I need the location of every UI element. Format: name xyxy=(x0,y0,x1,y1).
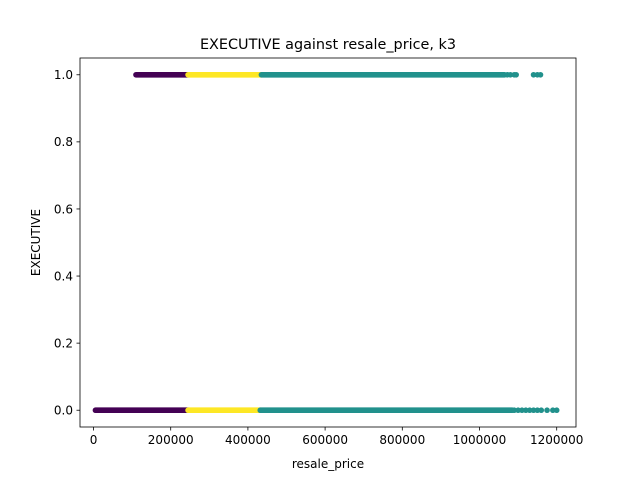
x-axis: 0 200000 400000 600000 800000 1000000 1200000 xyxy=(90,427,583,447)
x-tick-label: 0 xyxy=(90,433,98,447)
y-tick-label: 0.4 xyxy=(54,269,73,283)
data-point-2-0-6 xyxy=(534,407,541,414)
plot-frame xyxy=(79,57,577,428)
x-tick-label: 1200000 xyxy=(530,433,583,447)
y-axis: 0.0 0.2 0.4 0.6 0.8 1.0 xyxy=(54,68,80,418)
x-axis-label: resale_price xyxy=(292,457,364,471)
y-axis-label: EXECUTIVE xyxy=(29,209,43,276)
data-point-2-1-4 xyxy=(530,71,537,78)
data-point-2-0-9 xyxy=(550,407,556,414)
x-tick-label: 400000 xyxy=(225,433,271,447)
data-point-2-1-6 xyxy=(537,71,544,78)
data-point-2-0-5 xyxy=(530,407,537,414)
data-point-2-0-8 xyxy=(544,407,550,414)
data-point-2-0-2 xyxy=(519,407,525,414)
data-point-2-0-0 xyxy=(511,407,518,414)
x-tick-label: 200000 xyxy=(148,433,194,447)
chart-title: EXECUTIVE against resale_price, k3 xyxy=(200,37,456,53)
plot-points xyxy=(92,71,560,414)
x-tick-label: 1000000 xyxy=(453,433,506,447)
y-tick-label: 0.2 xyxy=(54,336,73,350)
data-point-2-0-7 xyxy=(538,407,545,414)
data-point-2-0-4 xyxy=(526,407,533,414)
x-tick-label: 800000 xyxy=(379,433,425,447)
y-tick-label: 0.8 xyxy=(54,135,73,149)
y-tick-label: 0.6 xyxy=(54,202,73,216)
data-point-2-0-1 xyxy=(515,407,521,414)
y-tick-label: 1.0 xyxy=(54,68,73,82)
y-tick-label: 0.0 xyxy=(54,404,73,418)
data-point-2-1-1 xyxy=(507,71,514,78)
data-point-2-1-3 xyxy=(513,71,519,78)
x-tick-label: 600000 xyxy=(302,433,348,447)
data-point-2-0-3 xyxy=(523,407,529,414)
data-point-2-0-10 xyxy=(553,407,560,414)
